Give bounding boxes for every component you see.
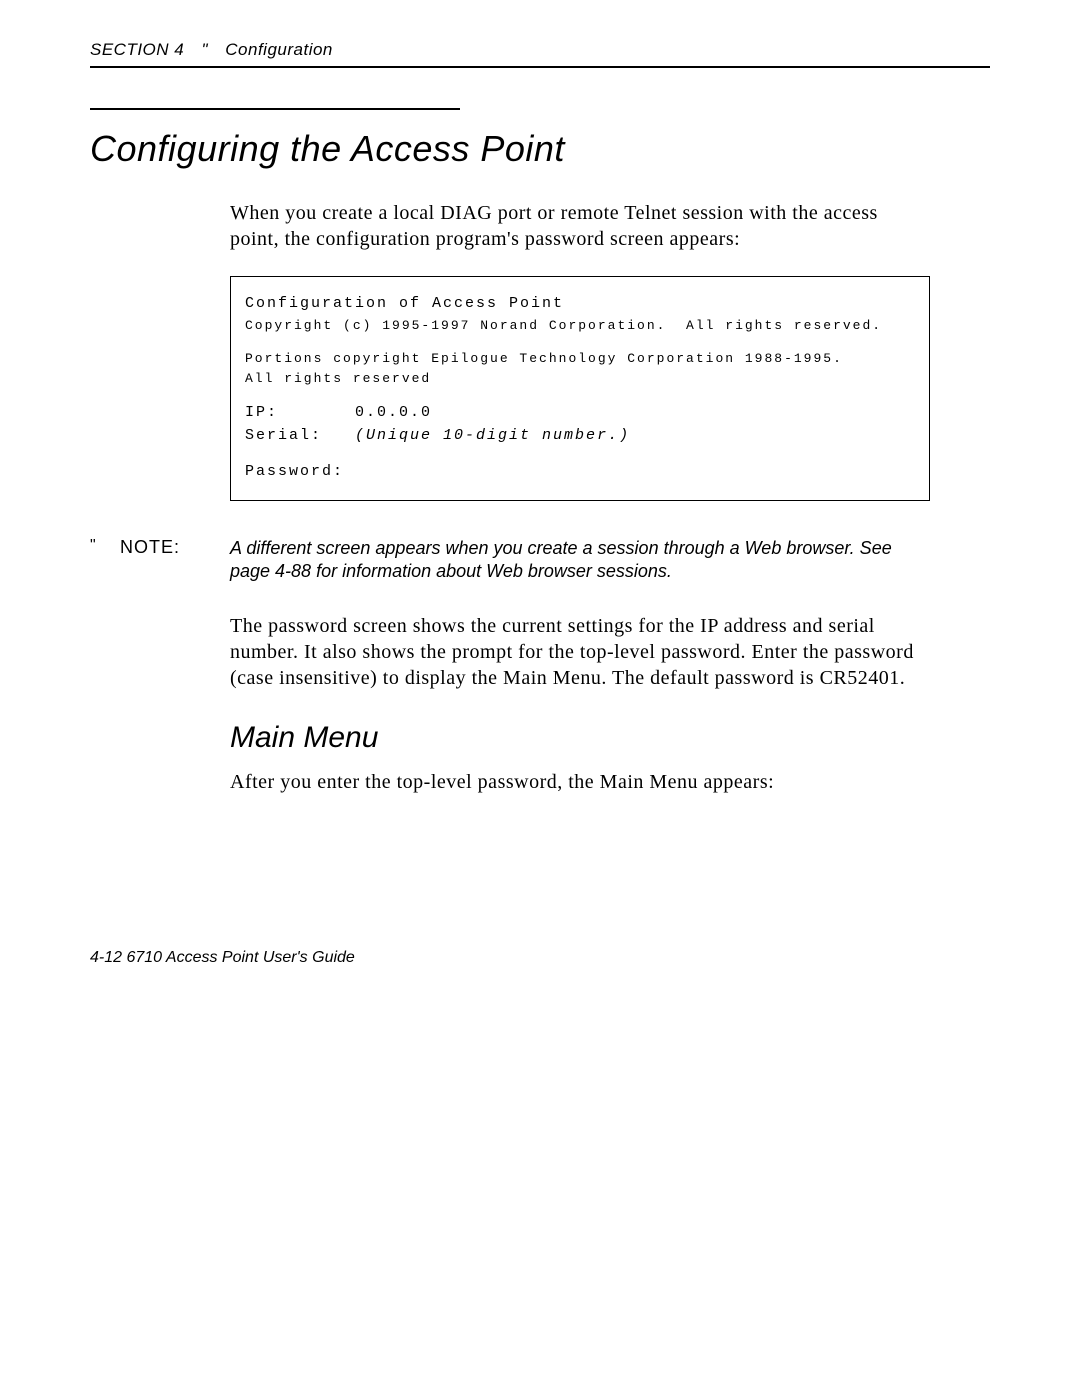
subheading: Main Menu	[230, 721, 930, 755]
note-mark: "	[90, 537, 120, 584]
note-row: " NOTE: A different screen appears when …	[90, 537, 930, 584]
page-header: SECTION 4 " Configuration	[90, 40, 990, 68]
body-block: When you create a local DIAG port or rem…	[230, 200, 930, 501]
paragraph: The password screen shows the current se…	[230, 613, 930, 691]
terminal-line: Configuration of Access Point	[245, 293, 915, 316]
terminal-output: Configuration of Access Point Copyright …	[230, 276, 930, 501]
terminal-password-row: Password:	[245, 461, 915, 484]
ip-value: 0.0.0.0	[355, 404, 432, 421]
header-sep: "	[201, 40, 208, 59]
terminal-blank	[245, 388, 915, 402]
note-label: NOTE:	[120, 537, 230, 584]
terminal-serial-row: Serial: (Unique 10-digit number.)	[245, 425, 915, 448]
serial-value: (Unique 10-digit number.)	[355, 427, 630, 444]
paragraph: After you enter the top-level password, …	[230, 769, 930, 795]
terminal-blank	[245, 335, 915, 349]
terminal-ip-row: IP: 0.0.0.0	[245, 402, 915, 425]
header-section: SECTION 4	[90, 40, 184, 59]
page: SECTION 4 " Configuration Configuring th…	[0, 0, 1080, 1397]
title-rule	[90, 108, 460, 110]
terminal-line: Copyright (c) 1995-1997 Norand Corporati…	[245, 316, 915, 336]
intro-paragraph: When you create a local DIAG port or rem…	[230, 200, 930, 252]
serial-label: Serial:	[245, 427, 322, 444]
note-text: A different screen appears when you crea…	[230, 537, 930, 584]
page-title: Configuring the Access Point	[90, 128, 990, 170]
terminal-line: All rights reserved	[245, 369, 915, 389]
body-block-2: The password screen shows the current se…	[230, 613, 930, 795]
header-name: Configuration	[225, 40, 333, 59]
terminal-blank	[245, 447, 915, 461]
page-footer: 4-12 6710 Access Point User's Guide	[90, 949, 355, 967]
ip-label: IP:	[245, 404, 278, 421]
terminal-line: Portions copyright Epilogue Technology C…	[245, 349, 915, 369]
